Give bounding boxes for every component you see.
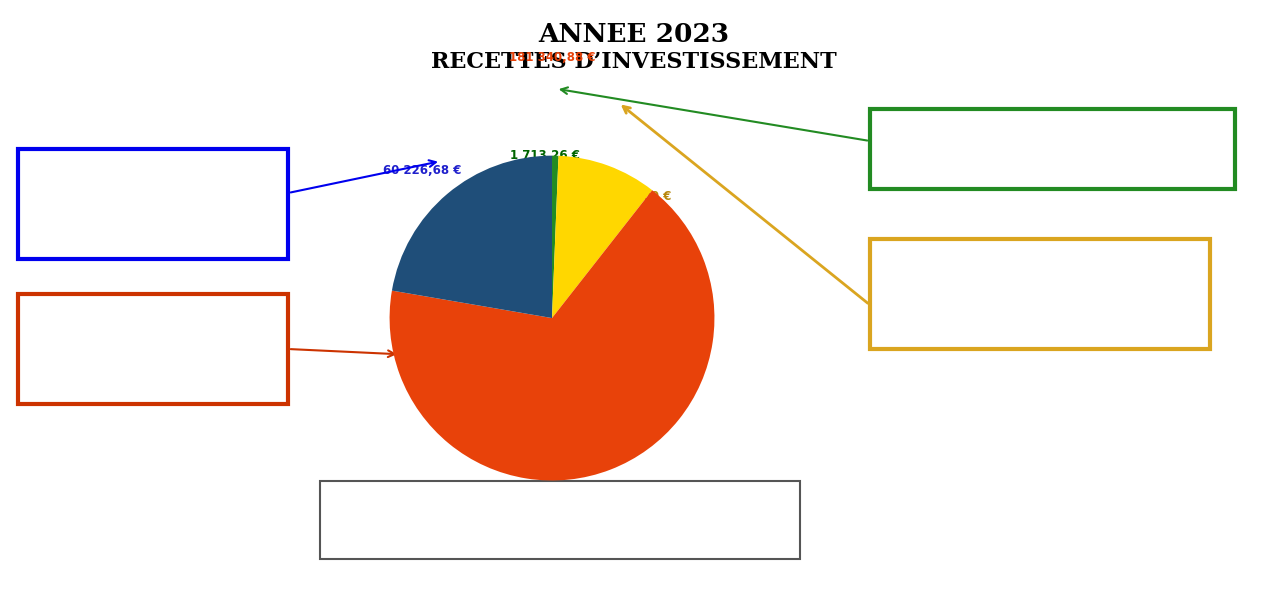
- Wedge shape: [552, 155, 558, 318]
- FancyBboxPatch shape: [18, 294, 288, 404]
- Text: 270 134,82 €: 270 134,82 €: [483, 524, 636, 544]
- Text: OPERATIONS D'ORDRE DE: OPERATIONS D'ORDRE DE: [52, 170, 254, 184]
- FancyBboxPatch shape: [871, 109, 1235, 189]
- Text: D'INVESTISSEMENT: D'INVESTISSEMENT: [957, 286, 1123, 302]
- FancyBboxPatch shape: [18, 149, 288, 259]
- FancyBboxPatch shape: [871, 239, 1211, 349]
- Wedge shape: [552, 155, 652, 318]
- Text: SUBVENTION: SUBVENTION: [985, 262, 1095, 276]
- Text: RECETTES D’INVESTISSEMENT: RECETTES D’INVESTISSEMENT: [431, 51, 836, 73]
- Text: 22,30 %: 22,30 %: [122, 220, 184, 234]
- Text: 60 226,68 €: 60 226,68 €: [383, 164, 462, 177]
- Text: 0,63 %: 0,63 %: [1023, 157, 1081, 171]
- Wedge shape: [392, 155, 552, 318]
- Text: 1 713,26 €: 1 713,26 €: [510, 148, 580, 162]
- Wedge shape: [390, 190, 714, 481]
- Text: 67,13 %: 67,13 %: [122, 365, 184, 379]
- Text: TRANSFERT ENTRE SECTION: TRANSFERT ENTRE SECTION: [43, 192, 263, 206]
- Text: 26 854,00 €: 26 854,00 €: [593, 190, 671, 203]
- Text: IMMOBILISATIONS EN COURS: IMMOBILISATIONS EN COURS: [928, 127, 1176, 141]
- Text: ET RESERVES: ET RESERVES: [100, 339, 206, 353]
- Text: TOTAL DES RECETTES D’INVESTISSEMENT: TOTAL DES RECETTES D’INVESTISSEMENT: [350, 497, 770, 515]
- Text: 181 340,88 €: 181 340,88 €: [509, 51, 595, 64]
- Text: ANNEE 2023: ANNEE 2023: [538, 22, 730, 47]
- FancyBboxPatch shape: [320, 481, 799, 559]
- Text: DOTATIONS, FONDS DIVERS: DOTATIONS, FONDS DIVERS: [44, 315, 261, 329]
- Text: 9,94 %: 9,94 %: [1011, 313, 1068, 329]
